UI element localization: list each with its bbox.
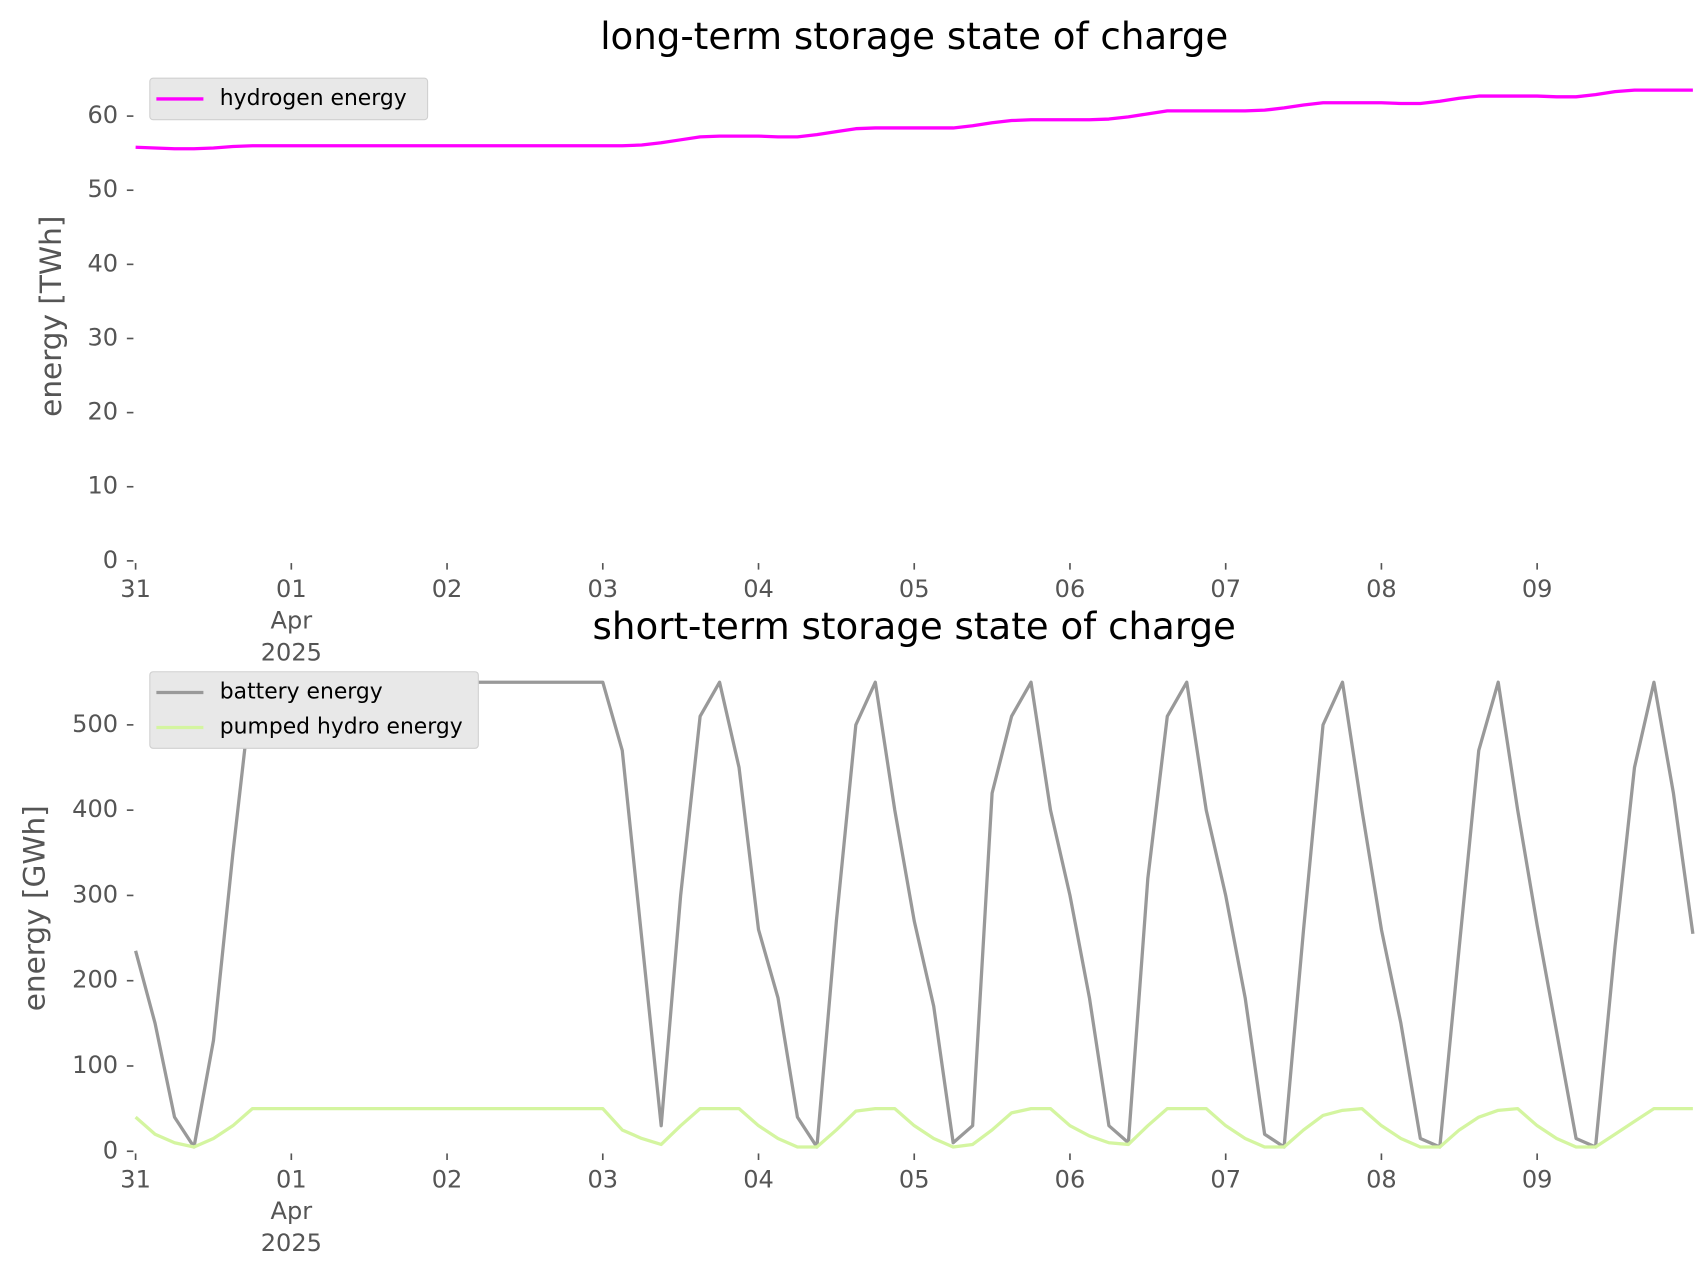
x-tick-label: 04: [743, 1166, 774, 1194]
y-axis-label: energy [TWh]: [34, 216, 68, 417]
legend-label: battery energy: [220, 680, 383, 705]
x-tick-label: 02: [431, 576, 463, 604]
y-tick-label: 60: [87, 101, 118, 129]
x-tick-label: 03: [587, 576, 619, 604]
y-axis-label: energy [GWh]: [18, 805, 52, 1011]
y-tick-label: 30: [87, 323, 118, 351]
x-tick-label: 06: [1054, 576, 1086, 604]
x-tick-label: 05: [898, 1166, 930, 1194]
y-tick-label: 200: [72, 966, 118, 994]
series-line: [134, 1106, 1693, 1149]
chart-title: short-term storage state of charge: [593, 604, 1236, 648]
x-tick-label: 02: [431, 1166, 463, 1194]
x-tick-label: 09: [1521, 1166, 1553, 1194]
series-line: [135, 88, 1693, 151]
y-tick-label: 20: [87, 398, 118, 426]
x-tick-label: 07: [1210, 576, 1242, 604]
y-tick-label: 10: [87, 472, 118, 500]
y-tick-label: 100: [72, 1051, 118, 1079]
x-tick-label: 05: [898, 576, 930, 604]
y-tick-label: 300: [72, 880, 118, 908]
x-tick-label: 01 Apr 2025: [260, 576, 322, 667]
x-tick-label: 04: [743, 576, 774, 604]
y-tick-label: 50: [87, 175, 118, 203]
legend-box: [149, 77, 429, 121]
series-line: [134, 680, 1695, 1149]
y-tick-label: 400: [72, 795, 118, 823]
chart-title: long-term storage state of charge: [600, 14, 1228, 58]
x-tick-label: 08: [1366, 576, 1397, 604]
legend-label: hydrogen energy: [220, 86, 407, 111]
x-tick-label: 01 Apr 2025: [260, 1166, 322, 1258]
x-tick-label: 03: [587, 1166, 619, 1194]
x-tick-label: 08: [1366, 1166, 1397, 1194]
x-tick-label: 06: [1054, 1166, 1086, 1194]
legend-label: pumped hydro energy: [220, 714, 463, 739]
x-tick-label: 31: [120, 1166, 151, 1194]
x-tick-label: 09: [1521, 576, 1553, 604]
y-tick-label: 500: [72, 710, 118, 738]
legend-box: [149, 671, 479, 749]
x-tick-label: 07: [1210, 1166, 1242, 1194]
y-tick-label: 0: [103, 1136, 118, 1164]
y-tick-label: 40: [87, 249, 118, 277]
x-tick-label: 31: [120, 576, 151, 604]
y-tick-label: 0: [103, 546, 118, 574]
